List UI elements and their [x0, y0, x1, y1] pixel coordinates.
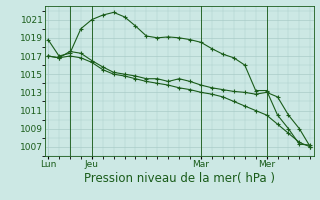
X-axis label: Pression niveau de la mer( hPa ): Pression niveau de la mer( hPa )	[84, 172, 275, 185]
